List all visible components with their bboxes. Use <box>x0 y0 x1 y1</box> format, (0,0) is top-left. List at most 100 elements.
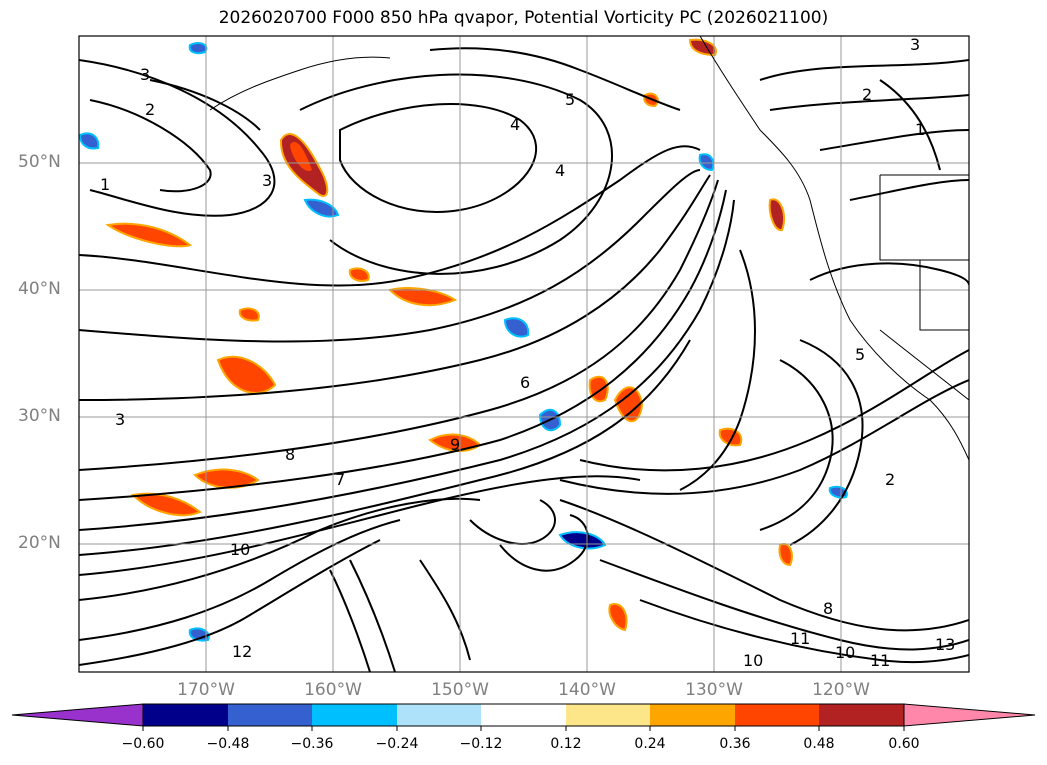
colorbar-tick-label: −0.36 <box>290 736 334 752</box>
colorbar-segment <box>735 704 819 726</box>
pv-contour <box>579 349 969 472</box>
colorbar-tick-label: −0.60 <box>121 736 165 752</box>
lat-label-30n: 30°N <box>18 406 61 426</box>
colorbar-frame <box>142 703 905 727</box>
pv-contour <box>789 339 864 546</box>
pv-contour <box>79 174 711 401</box>
contour-label: 2 <box>885 470 895 489</box>
contour-label: 3 <box>910 35 920 54</box>
pv-contour <box>639 599 969 664</box>
pv-contour <box>849 179 969 201</box>
lat-label-50n: 50°N <box>18 152 61 172</box>
colorbar <box>11 703 1036 731</box>
contour-label: 12 <box>232 642 252 661</box>
contour-label: 1 <box>915 120 925 139</box>
contour-label: 3 <box>262 171 272 190</box>
colorbar-tick-label: 0.36 <box>719 736 751 752</box>
qvapor-blob <box>188 42 208 55</box>
pv-contour <box>499 514 589 572</box>
colorbar-segment <box>819 704 904 726</box>
contour-label: 3 <box>140 65 150 84</box>
contour-label: 4 <box>555 161 565 180</box>
pv-contour <box>879 79 941 171</box>
pv-contour <box>79 169 701 343</box>
qvapor-blob <box>238 307 260 322</box>
contour-label: 3 <box>115 410 125 429</box>
colorbar-tick-label: −0.12 <box>459 736 503 752</box>
colorbar-tick-label: 0.24 <box>634 736 666 752</box>
lon-label-150w: 150°W <box>431 680 489 700</box>
pv-contour <box>149 79 261 131</box>
colorbar-tick-label: 0.48 <box>803 736 835 752</box>
colorbar-extend-high <box>903 703 1036 727</box>
graticule <box>79 36 969 672</box>
contour-label: 10 <box>835 643 855 662</box>
pv-contour <box>79 189 727 501</box>
qvapor-blob <box>588 375 609 403</box>
qvapor-blob <box>105 222 193 248</box>
qvapor-blob <box>778 543 793 567</box>
pv-contour <box>679 249 756 491</box>
colorbar-segment <box>143 704 228 726</box>
map-background <box>79 36 969 672</box>
coastline <box>879 174 969 401</box>
pv-contour <box>769 94 969 111</box>
pv-contour <box>759 59 969 81</box>
contour-label-layer: 3 2 1 4 3 5 2 4 3 6 7 8 9 10 8 11 12 10 … <box>100 35 955 670</box>
pv-contour <box>79 539 381 666</box>
contour-label: 10 <box>230 540 250 559</box>
qvapor-blob <box>768 198 786 232</box>
colorbar-segment <box>481 704 566 726</box>
pv-contour <box>429 47 681 111</box>
pv-contour <box>329 569 371 672</box>
qvapor-blob <box>718 427 743 447</box>
colorbar-segment <box>397 704 481 726</box>
qvapor-fill-layer <box>79 38 848 642</box>
contour-label: 13 <box>935 635 955 654</box>
coastlines <box>209 36 969 461</box>
colorbar-segment <box>312 704 397 726</box>
colorbar-extend-low <box>11 703 144 727</box>
colorbar-tick-label: 0.12 <box>550 736 582 752</box>
map-frame <box>78 35 970 673</box>
lon-label-140w: 140°W <box>558 680 616 700</box>
qvapor-blob <box>193 468 260 489</box>
contour-label: 8 <box>823 599 833 618</box>
contour-label: 2 <box>862 85 872 104</box>
contour-label: 7 <box>335 470 345 489</box>
qvapor-blob <box>503 317 530 338</box>
pv-contour <box>559 379 969 495</box>
qvapor-blob <box>290 141 312 171</box>
pv-contour <box>79 519 401 641</box>
qvapor-blob <box>303 198 340 218</box>
qvapor-blob <box>348 267 370 282</box>
pv-contour <box>79 497 481 601</box>
contour-label: 4 <box>510 115 520 134</box>
lon-label-170w: 170°W <box>177 680 235 700</box>
pv-contour <box>339 102 538 213</box>
map-title: 2026020700 F000 850 hPa qvapor, Potentia… <box>218 8 829 28</box>
pv-contour <box>79 199 735 531</box>
pv-contour <box>79 339 691 556</box>
colorbar-segment <box>566 704 650 726</box>
colorbar-segment <box>228 704 312 726</box>
contour-label: 11 <box>790 629 810 648</box>
pv-contour <box>79 475 641 576</box>
contour-label: 10 <box>743 651 763 670</box>
qvapor-blob <box>608 603 628 632</box>
colorbar-tick-label: −0.24 <box>375 736 419 752</box>
pv-contour <box>469 499 556 545</box>
contour-label: 6 <box>520 373 530 392</box>
pv-contour <box>809 262 969 286</box>
colorbar-segment <box>650 704 735 726</box>
lon-label-160w: 160°W <box>304 680 362 700</box>
contour-label: 5 <box>855 345 865 364</box>
coastline <box>209 56 391 111</box>
qvapor-blob <box>698 153 715 172</box>
colorbar-ticks <box>142 726 905 731</box>
lon-label-130w: 130°W <box>685 680 743 700</box>
pv-contour <box>419 559 471 661</box>
colorbar-tick-label: −0.48 <box>206 736 250 752</box>
contour-label: 1 <box>100 175 110 194</box>
